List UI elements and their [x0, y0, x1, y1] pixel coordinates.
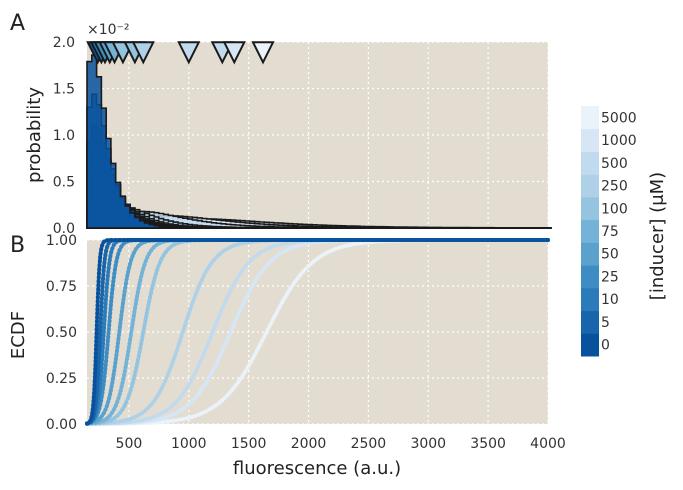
- colorbar-swatch-250: [581, 174, 599, 198]
- colorbar-swatch-25: [581, 265, 599, 289]
- colorbar-swatch-10: [581, 287, 599, 312]
- colorbar-swatch-500: [581, 151, 599, 175]
- mean-marker-7: [131, 41, 155, 65]
- colorbar-label: 500: [601, 156, 628, 172]
- ecdf-x-tick-label: 1000: [171, 436, 207, 452]
- colorbar: 0 5 10 25 50 75 100 250 500 1000 5000 [inducer] (μ…: [581, 106, 668, 357]
- colorbar-labels: 0 5 10 25 50 75 100 250 500 1000 5000: [601, 110, 637, 353]
- ecdf-y-tick-label: 0.50: [46, 325, 77, 341]
- ecdf-x-tick-label: 500: [116, 436, 143, 452]
- ecdf-x-tick-label: 4000: [530, 436, 566, 452]
- ecdf-y-axis-label: ECDF: [8, 311, 29, 359]
- colorbar-swatch-50: [581, 242, 599, 266]
- panel-letter-a: A: [10, 11, 25, 36]
- colorbar-swatch-5000: [581, 106, 599, 130]
- colorbar-swatches: [581, 106, 599, 357]
- colorbar-label: 5000: [601, 110, 637, 126]
- histogram-panel: A 0.0 0.5 1.0 1.5 2.0 ×10⁻² probability: [10, 11, 552, 237]
- ecdf-series-group: [85, 238, 550, 426]
- ecdf-x-tick-label: 2000: [291, 436, 327, 452]
- histogram-y-tick-label: 0.5: [53, 175, 75, 191]
- ecdf-y-ticks: 0.00 0.25 0.50 0.75 1.00: [46, 233, 77, 433]
- colorbar-label: 50: [601, 247, 619, 263]
- colorbar-title: [inducer] (μM): [647, 172, 668, 300]
- mean-marker-10: [222, 41, 246, 65]
- ecdf-y-tick-label: 0.25: [46, 371, 77, 387]
- ecdf-x-tick-label: 2500: [351, 436, 387, 452]
- colorbar-label: 10: [601, 292, 619, 308]
- mean-marker-11: [251, 41, 275, 65]
- ecdf-y-tick-label: 0.00: [46, 417, 77, 433]
- colorbar-swatch-75: [581, 219, 599, 243]
- histogram-y-tick-label: 1.0: [53, 128, 75, 144]
- colorbar-label: 25: [601, 269, 619, 285]
- colorbar-swatch-5: [581, 310, 599, 334]
- mean-marker-8: [177, 41, 201, 65]
- histogram-y-tick-label: 1.5: [53, 82, 75, 98]
- colorbar-label: 250: [601, 179, 628, 195]
- y-scale-label: ×10⁻²: [87, 22, 130, 38]
- panel-letter-b: B: [10, 233, 25, 258]
- colorbar-label: 0: [601, 338, 610, 354]
- ecdf-panel: B 0.00 0.25 0.50 0.75 1.00 500 1000 1500 2000 25…: [8, 233, 566, 479]
- ecdf-y-tick-label: 1.00: [46, 233, 77, 249]
- ecdf-series-0: [85, 238, 550, 426]
- ecdf-x-tick-label: 3500: [470, 436, 506, 452]
- ecdf-x-axis-label: fluorescence (a.u.): [233, 458, 401, 479]
- ecdf-y-tick-label: 0.75: [46, 279, 77, 295]
- ecdf-x-tick-label: 3000: [410, 436, 446, 452]
- histogram-y-axis-label: probability: [24, 87, 45, 183]
- mean-marker-group: [86, 41, 275, 65]
- colorbar-label: 5: [601, 315, 610, 331]
- histogram-y-tick-label: 2.0: [53, 35, 75, 51]
- colorbar-swatch-1000: [581, 128, 599, 152]
- histogram-y-ticks: 0.0 0.5 1.0 1.5 2.0: [53, 35, 75, 237]
- ecdf-x-ticks: 500 1000 1500 2000 2500 3000 3500 4000: [116, 436, 566, 452]
- colorbar-swatch-100: [581, 196, 599, 221]
- colorbar-label: 100: [601, 201, 628, 217]
- histogram-series-0: [86, 54, 552, 229]
- colorbar-swatch-0: [581, 333, 599, 357]
- ecdf-x-tick-label: 1500: [231, 436, 267, 452]
- colorbar-label: 1000: [601, 133, 637, 149]
- histogram-y-tick-label: 0.0: [53, 221, 75, 237]
- colorbar-label: 75: [601, 224, 619, 240]
- histogram-series-group: [86, 54, 552, 229]
